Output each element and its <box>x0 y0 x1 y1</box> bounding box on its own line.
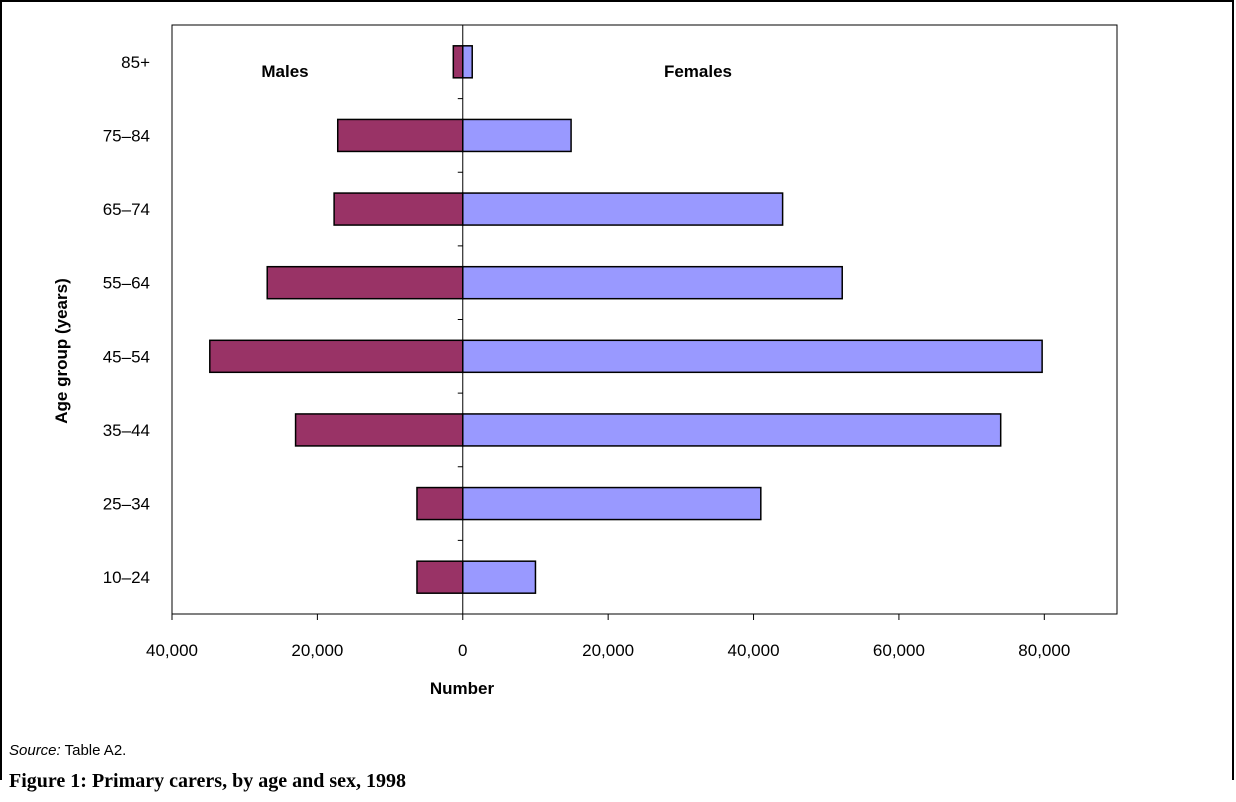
x-tick-label: 40,000 <box>728 641 780 660</box>
bar-males <box>416 560 464 594</box>
bar-females <box>462 413 1002 447</box>
x-axis-label: Number <box>430 679 495 698</box>
bar-males <box>416 486 464 521</box>
source-text: Table A2. <box>64 742 127 759</box>
pyramid-chart: 10–24 25–34 35–44 45–54 55–64 65–74 75–84 85+ 40… <box>52 24 1118 698</box>
y-tick-label: 55–64 <box>103 274 150 293</box>
x-tick-label: 20,000 <box>582 641 634 660</box>
y-tick-label: 10–24 <box>103 568 150 587</box>
bar-females <box>462 265 843 300</box>
bar-males <box>452 45 464 79</box>
x-tick-label: 60,000 <box>873 641 925 660</box>
bar-males <box>266 265 464 300</box>
bar-males <box>294 413 464 447</box>
series-label-males: Males <box>261 62 308 81</box>
source-label: Source: <box>9 742 61 759</box>
figure-frame <box>0 0 1234 780</box>
y-tick-label: 35–44 <box>103 421 150 440</box>
bar-males <box>333 192 464 226</box>
bar-females <box>462 486 762 521</box>
bar-females <box>462 192 784 226</box>
x-tick-label: 80,000 <box>1018 641 1070 660</box>
bar-females <box>462 118 572 153</box>
y-tick-label: 45–54 <box>103 347 150 366</box>
series-label-females: Females <box>664 62 732 81</box>
y-tick-label: 25–34 <box>103 495 150 514</box>
x-tick-label: 20,000 <box>291 641 343 660</box>
bar-females <box>462 45 473 79</box>
bar-males <box>209 339 464 374</box>
plot-border <box>171 24 1118 615</box>
y-tick-label: 75–84 <box>103 126 150 145</box>
y-tick-label: 85+ <box>121 53 150 72</box>
y-axis-label: Age group (years) <box>52 278 71 423</box>
y-tick-label: 65–74 <box>103 200 150 219</box>
x-tick-label: 40,000 <box>146 641 198 660</box>
bar-males <box>336 118 464 153</box>
figure-caption: Figure 1: Primary carers, by age and sex… <box>9 770 406 792</box>
bar-females <box>462 339 1043 374</box>
x-tick-label: 0 <box>458 641 467 660</box>
source-note: Source: Table A2. <box>9 742 126 759</box>
bar-females <box>462 560 537 594</box>
